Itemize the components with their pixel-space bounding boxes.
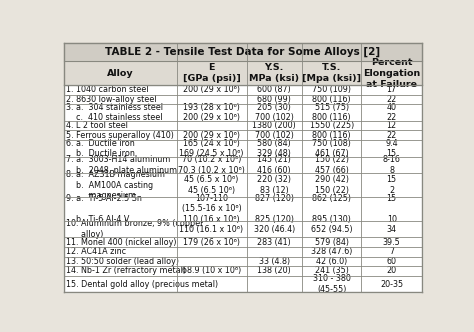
Text: 22: 22 xyxy=(387,95,397,104)
Text: 145 (21)
416 (60): 145 (21) 416 (60) xyxy=(257,155,291,175)
Text: 13. 50:50 solder (lead alloy): 13. 50:50 solder (lead alloy) xyxy=(66,257,179,266)
Text: 580 (84)
329 (48): 580 (84) 329 (48) xyxy=(257,139,291,158)
Text: 220 (32)
83 (12): 220 (32) 83 (12) xyxy=(257,176,292,195)
Text: 60: 60 xyxy=(387,257,397,266)
Text: 9.4
15: 9.4 15 xyxy=(385,139,398,158)
Text: 1. 1040 carbon steel: 1. 1040 carbon steel xyxy=(66,85,148,94)
Text: 138 (20): 138 (20) xyxy=(257,267,291,276)
Text: 20: 20 xyxy=(387,267,397,276)
Text: 12: 12 xyxy=(387,121,397,130)
Text: Alloy: Alloy xyxy=(107,69,134,78)
Text: 11. Monel 400 (nickel alloy): 11. Monel 400 (nickel alloy) xyxy=(66,238,176,247)
Text: 600 (87): 600 (87) xyxy=(257,85,291,94)
Text: 205 (30)
700 (102): 205 (30) 700 (102) xyxy=(255,103,294,122)
Bar xyxy=(64,85,422,95)
Text: 15

10: 15 10 xyxy=(387,194,397,224)
Text: 68.9 (10 x 10⁶): 68.9 (10 x 10⁶) xyxy=(182,267,241,276)
Text: T.S.
[Mpa (ksi)]: T.S. [Mpa (ksi)] xyxy=(302,63,361,83)
Text: 827 (120)

825 (120): 827 (120) 825 (120) xyxy=(255,194,294,224)
Text: Y.S.
MPa (ksi): Y.S. MPa (ksi) xyxy=(249,63,300,83)
Text: 700 (102): 700 (102) xyxy=(255,131,294,140)
Bar xyxy=(64,257,422,266)
Text: 862 (125)

895 (130): 862 (125) 895 (130) xyxy=(312,194,351,224)
Text: 14. Nb-1 Zr (refractory metal): 14. Nb-1 Zr (refractory metal) xyxy=(66,267,186,276)
Bar xyxy=(64,43,422,61)
Bar xyxy=(64,140,422,157)
Text: 241 (35): 241 (35) xyxy=(315,267,348,276)
Text: 165 (24 x 10⁶)
169 (24.5 x 10⁶): 165 (24 x 10⁶) 169 (24.5 x 10⁶) xyxy=(179,139,244,158)
Text: 3. a.  304 stainless steel
    c.  410 stainless steel: 3. a. 304 stainless steel c. 410 stainle… xyxy=(66,103,163,122)
Bar xyxy=(64,104,422,121)
Text: 110 (16.1 x 10⁶): 110 (16.1 x 10⁶) xyxy=(180,224,244,234)
Text: 2. 8630 low-alloy steel: 2. 8630 low-alloy steel xyxy=(66,95,156,104)
Text: 800 (116): 800 (116) xyxy=(312,131,351,140)
Text: 9. a.  Ti-5 Al-2.5 Sn

    b.  Ti-6 Al-4 V: 9. a. Ti-5 Al-2.5 Sn b. Ti-6 Al-4 V xyxy=(66,194,142,224)
Text: 5. Ferrous superalloy (410): 5. Ferrous superalloy (410) xyxy=(66,131,174,140)
Text: 310 - 380
(45-55): 310 - 380 (45-55) xyxy=(313,274,351,294)
Text: 15. Dental gold alloy (precious metal): 15. Dental gold alloy (precious metal) xyxy=(66,280,218,289)
Text: 320 (46.4): 320 (46.4) xyxy=(254,224,295,234)
Text: 10. Aluminum bronze, 9% (copper
      alloy): 10. Aluminum bronze, 9% (copper alloy) xyxy=(66,219,203,239)
Text: 33 (4.8): 33 (4.8) xyxy=(259,257,290,266)
Text: 6. a.  Ductile iron
    b.  Ductile iron: 6. a. Ductile iron b. Ductile iron xyxy=(66,139,135,158)
Text: 15
2: 15 2 xyxy=(387,176,397,195)
Text: 20-35: 20-35 xyxy=(380,280,403,289)
Bar xyxy=(64,121,422,130)
Text: 1380 (200): 1380 (200) xyxy=(253,121,296,130)
Text: 680 (99): 680 (99) xyxy=(257,95,291,104)
Text: 200 (29 x 10⁶): 200 (29 x 10⁶) xyxy=(183,85,240,94)
Bar xyxy=(64,276,422,292)
Text: 7: 7 xyxy=(389,247,394,256)
Text: 107-110
(15.5-16 x 10⁶)
110 (16 x 10⁶): 107-110 (15.5-16 x 10⁶) 110 (16 x 10⁶) xyxy=(182,194,241,224)
Text: 290 (42)
150 (22): 290 (42) 150 (22) xyxy=(315,176,349,195)
Text: 8-16
8: 8-16 8 xyxy=(383,155,401,175)
Text: 22: 22 xyxy=(387,131,397,140)
Text: 515 (75)
800 (116): 515 (75) 800 (116) xyxy=(312,103,351,122)
Text: 200 (29 x 10⁶): 200 (29 x 10⁶) xyxy=(183,131,240,140)
Text: 750 (109): 750 (109) xyxy=(312,85,351,94)
Text: 4. L 2 tool steel: 4. L 2 tool steel xyxy=(66,121,128,130)
Text: 800 (116): 800 (116) xyxy=(312,95,351,104)
Bar xyxy=(64,247,422,257)
Text: 70 (10.2 x 10⁶)
70.3 (10.2 x 10⁶): 70 (10.2 x 10⁶) 70.3 (10.2 x 10⁶) xyxy=(178,155,245,175)
Text: Percent
Elongation
at Failure: Percent Elongation at Failure xyxy=(363,57,420,89)
Bar xyxy=(64,237,422,247)
Bar xyxy=(64,130,422,140)
Text: 40
22: 40 22 xyxy=(387,103,397,122)
Bar xyxy=(64,173,422,197)
Text: 579 (84): 579 (84) xyxy=(315,238,349,247)
Text: 150 (22)
457 (66): 150 (22) 457 (66) xyxy=(315,155,349,175)
Text: E
[GPa (psi)]: E [GPa (psi)] xyxy=(182,63,240,83)
Text: 42 (6.0): 42 (6.0) xyxy=(316,257,347,266)
Text: 8. a.  AZ31B magnesium
    b.  AM100A casting
         magnesium: 8. a. AZ31B magnesium b. AM100A casting … xyxy=(66,170,165,200)
Text: 193 (28 x 10⁶)
200 (29 x 10⁶): 193 (28 x 10⁶) 200 (29 x 10⁶) xyxy=(183,103,240,122)
Text: 34: 34 xyxy=(387,224,397,234)
Text: 328 (47.6): 328 (47.6) xyxy=(311,247,352,256)
Text: 1550 (225): 1550 (225) xyxy=(310,121,354,130)
Text: 179 (26 x 10⁶): 179 (26 x 10⁶) xyxy=(183,238,240,247)
Bar xyxy=(64,95,422,104)
Bar xyxy=(64,197,422,221)
Bar xyxy=(64,157,422,173)
Text: TABLE 2 - Tensile Test Data for Some Alloys [2]: TABLE 2 - Tensile Test Data for Some All… xyxy=(105,47,381,57)
Text: 7. a.  3003-H14 aluminum
    b.  2048, plate aluminum: 7. a. 3003-H14 aluminum b. 2048, plate a… xyxy=(66,155,177,175)
Text: 652 (94.5): 652 (94.5) xyxy=(311,224,353,234)
Bar xyxy=(64,221,422,237)
Text: 17: 17 xyxy=(387,85,397,94)
Bar xyxy=(64,85,422,292)
Text: 283 (41): 283 (41) xyxy=(257,238,291,247)
Bar xyxy=(64,266,422,276)
Bar xyxy=(64,61,422,85)
Text: 12. AC41A zinc: 12. AC41A zinc xyxy=(66,247,126,256)
Text: 750 (108)
461 (67): 750 (108) 461 (67) xyxy=(312,139,351,158)
Text: 39.5: 39.5 xyxy=(383,238,401,247)
Text: 45 (6.5 x 10⁶)
45 (6.5 10⁶): 45 (6.5 x 10⁶) 45 (6.5 10⁶) xyxy=(184,176,239,195)
